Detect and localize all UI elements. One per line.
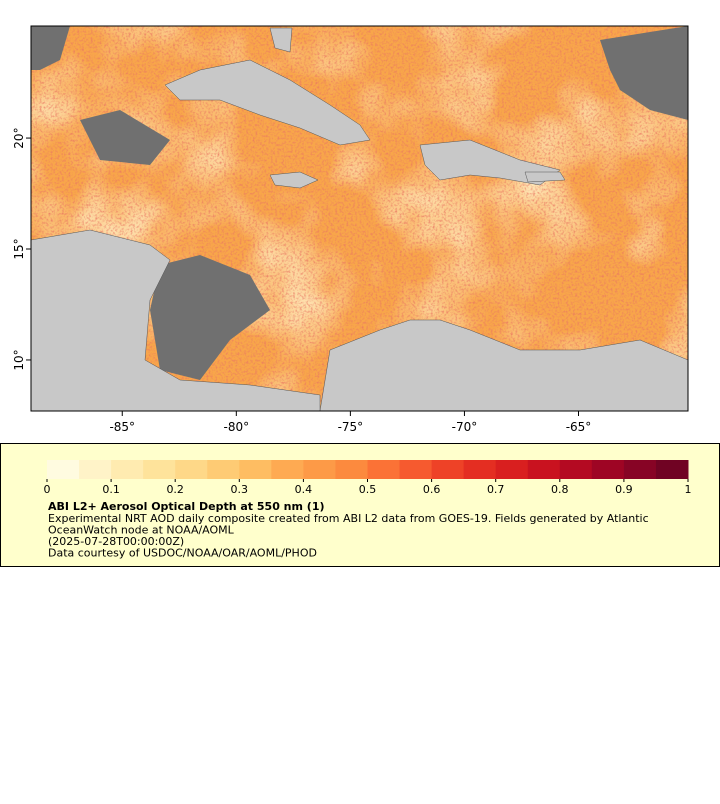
colorbar-tick-label: 0.1 <box>102 483 120 496</box>
legend-title: ABI L2+ Aerosol Optical Depth at 550 nm … <box>48 500 325 513</box>
colorbar-swatch <box>623 460 657 479</box>
colorbar-swatch <box>143 460 176 479</box>
x-tick-label: -65° <box>566 420 592 434</box>
colorbar-tick-label: 0.5 <box>359 483 377 496</box>
colorbar-swatch <box>591 460 625 479</box>
colorbar-tick-label: 0.6 <box>423 483 441 496</box>
colorbar-tick-label: 0.8 <box>551 483 569 496</box>
colorbar-swatch <box>367 460 401 479</box>
y-tick-label: 20° <box>12 127 26 148</box>
legend-line: OceanWatch node at NOAA/AOML <box>48 524 235 537</box>
colorbar-swatch <box>655 460 689 479</box>
x-tick-label: -85° <box>109 420 135 434</box>
colorbar-swatch <box>303 460 336 479</box>
legend-line: (2025-07-28T00:00:00Z) <box>48 535 184 548</box>
colorbar-swatch <box>207 460 240 479</box>
x-tick-label: -75° <box>338 420 364 434</box>
colorbar-swatch <box>239 460 272 479</box>
legend-line: Data courtesy of USDOC/NOAA/OAR/AOML/PHO… <box>48 547 317 560</box>
colorbar-swatch <box>495 460 529 479</box>
colorbar-swatch <box>79 460 112 479</box>
legend-line: Experimental NRT AOD daily composite cre… <box>48 512 649 525</box>
colorbar-swatch <box>527 460 561 479</box>
colorbar-tick-label: 0.4 <box>295 483 313 496</box>
x-tick-label: -80° <box>224 420 250 434</box>
y-tick-label: 10° <box>12 349 26 370</box>
colorbar-swatch <box>175 460 208 479</box>
colorbar-swatch <box>47 460 80 479</box>
colorbar-swatch <box>559 460 593 479</box>
colorbar-swatch <box>463 460 497 479</box>
map-frame <box>30 25 689 412</box>
colorbar-tick-label: 0.3 <box>231 483 249 496</box>
y-tick-label: 15° <box>12 238 26 259</box>
colorbar-swatch <box>111 460 144 479</box>
x-tick-label: -70° <box>452 420 478 434</box>
colorbar-tick-label: 0.9 <box>615 483 633 496</box>
colorbar-swatch <box>431 460 465 479</box>
colorbar-tick-label: 0.2 <box>166 483 184 496</box>
colorbar-tick-label: 1 <box>685 483 692 496</box>
colorbar-swatch <box>335 460 368 479</box>
colorbar-tick-label: 0 <box>44 483 51 496</box>
colorbar-tick-label: 0.7 <box>487 483 505 496</box>
colorbar-swatch <box>271 460 304 479</box>
colorbar-swatch <box>399 460 433 479</box>
map-image <box>31 26 688 411</box>
